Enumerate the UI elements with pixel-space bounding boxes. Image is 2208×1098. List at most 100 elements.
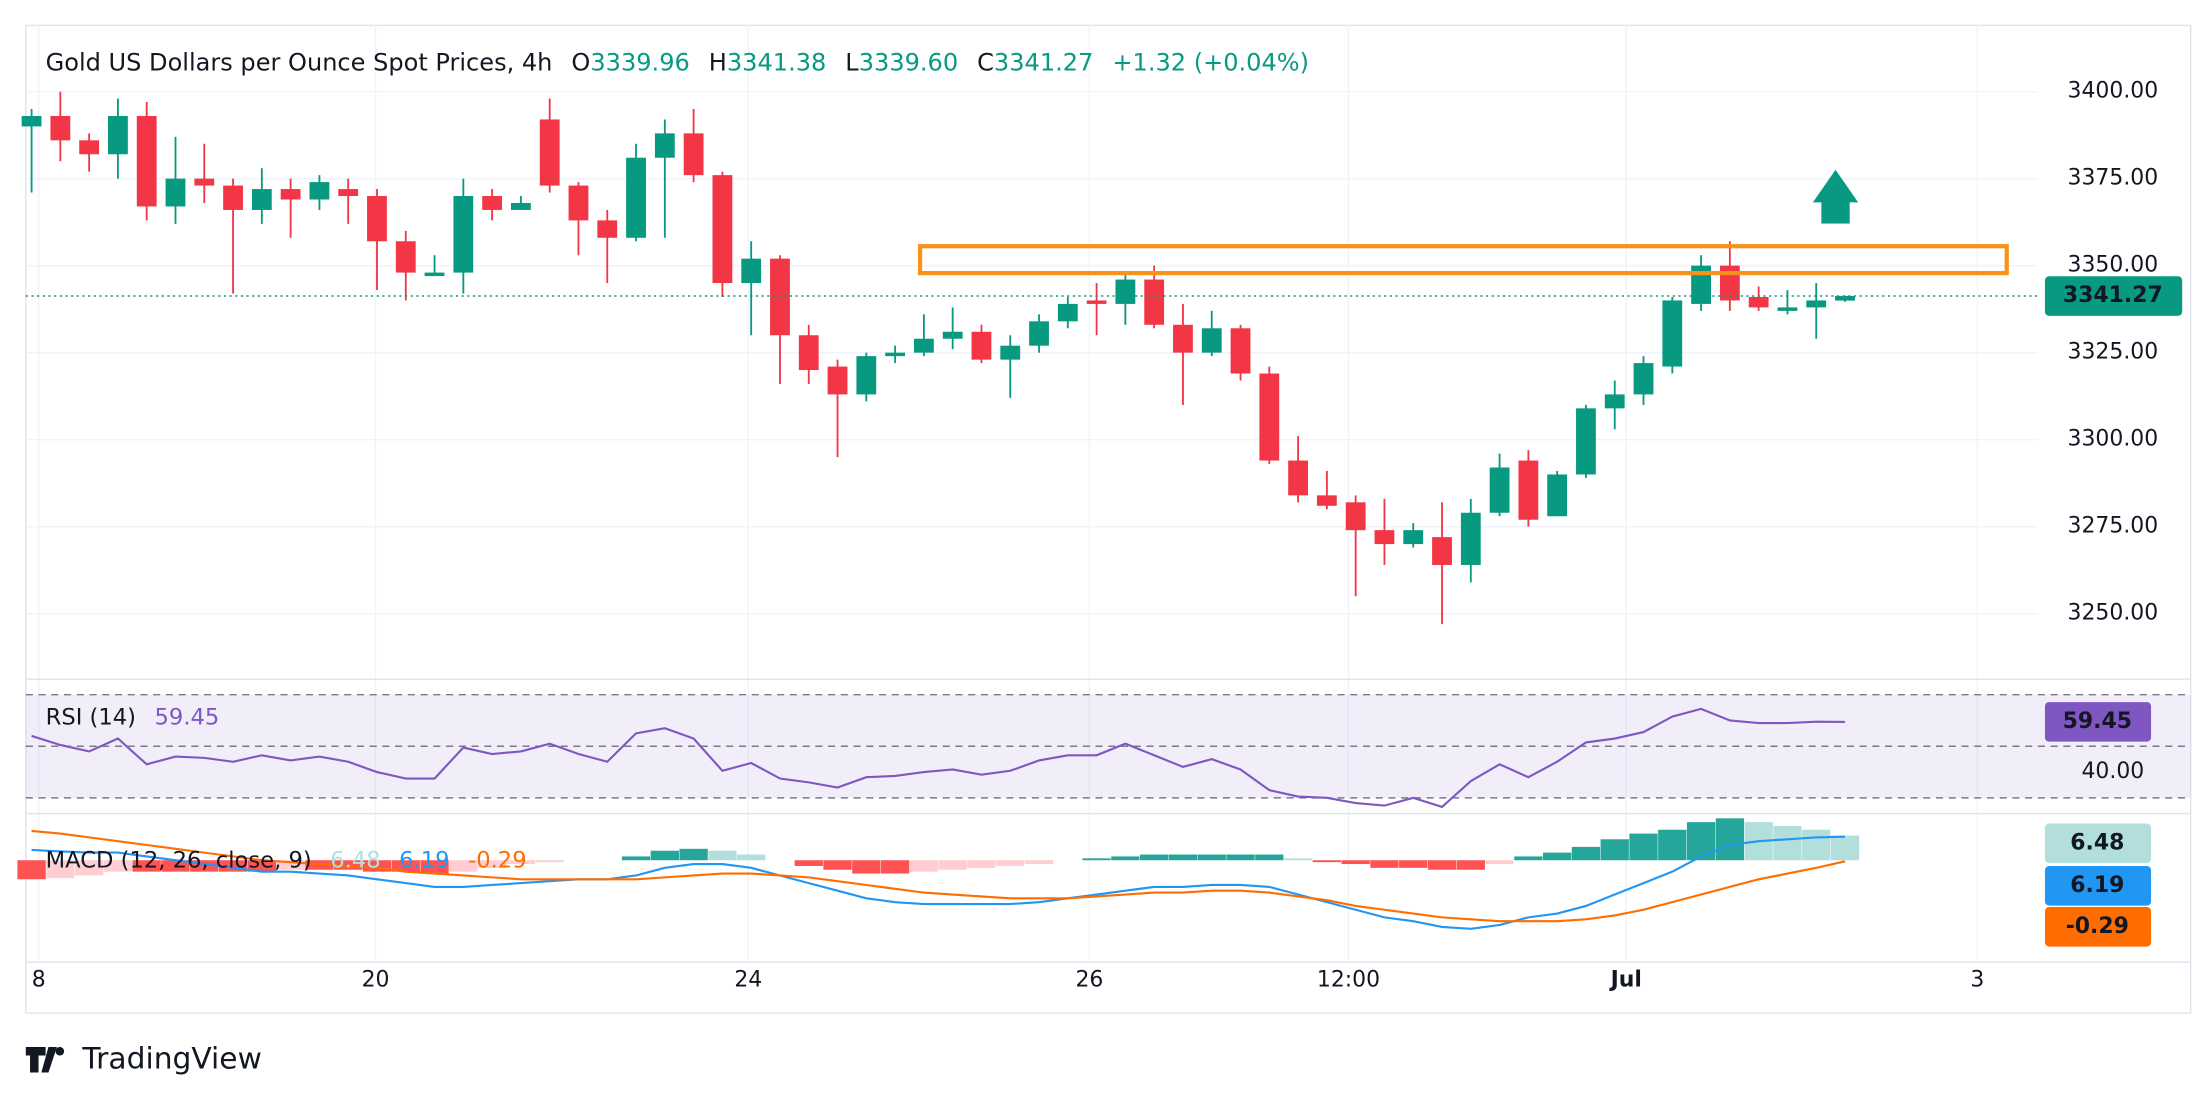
- candle-body: [1604, 394, 1625, 409]
- macd-value: 6.19: [399, 847, 449, 873]
- rsi-title: RSI (14): [46, 704, 136, 730]
- macd-histogram-bar: [1255, 854, 1284, 861]
- signal-value: -0.29: [468, 847, 527, 873]
- candle-body: [424, 272, 445, 277]
- candle-body: [1432, 537, 1452, 565]
- candle-body: [1719, 265, 1740, 301]
- candle-body: [338, 189, 359, 197]
- candle-body: [1662, 300, 1683, 367]
- macd-histogram-bar: [103, 860, 133, 872]
- candle-body: [1230, 328, 1251, 374]
- macd-value-box: [2044, 823, 2152, 864]
- ohlc-label: H: [709, 49, 727, 77]
- resistance-zone: [917, 244, 2009, 276]
- macd-histogram-bar: [1082, 858, 1111, 861]
- y-tick-label: 3300.00: [2068, 427, 2159, 452]
- candle-body: [453, 196, 474, 273]
- y-tick-label: 40.00: [2081, 759, 2144, 784]
- candle-body: [885, 352, 906, 357]
- macd-line: [31, 835, 1846, 930]
- macd-histogram-bar: [420, 860, 449, 874]
- candle-body: [280, 189, 301, 200]
- macd-hist-value: 6.48: [330, 847, 380, 873]
- candle-body: [798, 335, 819, 371]
- candle-body: [654, 133, 675, 158]
- candle-body: [626, 157, 646, 238]
- rsi-value-label: 59.45: [2063, 709, 2132, 734]
- candle-body: [1316, 495, 1337, 506]
- chart-frame: [25, 24, 2192, 1014]
- macd-histogram-bar: [276, 860, 305, 870]
- candle-body: [1835, 296, 1855, 301]
- candle-body: [827, 366, 848, 395]
- candle-body: [511, 202, 531, 210]
- macd-histogram-bar: [1168, 854, 1198, 861]
- ohlc-label: O: [571, 49, 590, 77]
- macd-histogram-bar: [880, 860, 910, 874]
- candle-body: [194, 178, 215, 186]
- macd-histogram-bar: [852, 860, 881, 874]
- macd-histogram-bar: [1543, 852, 1572, 861]
- candle-body: [539, 119, 560, 186]
- candle-body: [856, 356, 877, 395]
- macd-value-label: 6.19: [2070, 873, 2124, 898]
- ohlc-value: 3339.60: [859, 49, 958, 77]
- candle-body: [482, 196, 503, 210]
- candle-body: [1345, 502, 1366, 531]
- marks: [17, 91, 2191, 930]
- ohlc-label: L: [845, 49, 859, 77]
- macd-histogram-bar: [1485, 860, 1514, 865]
- x-tick-label: 26: [1075, 968, 1103, 993]
- macd-histogram-bar: [1140, 854, 1169, 861]
- candle-body: [1576, 408, 1596, 475]
- x-tick-label: 3: [1970, 968, 1984, 993]
- candle-body: [367, 196, 387, 242]
- macd-histogram-bar: [46, 860, 75, 879]
- macd-histogram-bar: [967, 860, 996, 868]
- macd-histogram-bar: [1427, 860, 1457, 870]
- up-arrow-stem: [1821, 200, 1850, 224]
- macd-histogram-bar: [449, 860, 478, 872]
- candle-body: [79, 140, 100, 155]
- macd-value-box: [2044, 865, 2152, 906]
- macd-histogram-bar: [190, 860, 219, 872]
- macd-histogram-bar: [1514, 856, 1543, 861]
- candle-body: [1518, 460, 1539, 520]
- y-tick-label: 3275.00: [2068, 514, 2159, 539]
- macd-histogram-bar: [1715, 818, 1745, 861]
- macd-histogram-bar: [708, 850, 737, 861]
- macd-legend: MACD (12, 26, close, 9) 6.48 6.19 -0.29: [46, 847, 527, 873]
- candle-body: [395, 241, 416, 273]
- macd-histogram-bar: [17, 860, 46, 880]
- candle-body: [1489, 467, 1510, 513]
- grid: [25, 25, 2038, 963]
- chart-title: Gold US Dollars per Ounce Spot Prices, 4…: [46, 49, 553, 77]
- macd-histogram-bar: [938, 860, 967, 870]
- macd-histogram-bar: [1686, 822, 1716, 861]
- last-price-label: 3341.27: [2063, 283, 2163, 308]
- last-price-box: [2044, 276, 2183, 316]
- candle-body: [683, 133, 704, 176]
- macd-histogram-bar: [1629, 833, 1658, 861]
- candle-body: [942, 331, 963, 339]
- candle-body: [971, 331, 992, 360]
- candle-body: [1806, 300, 1827, 308]
- candle-body: [1633, 363, 1654, 395]
- y-tick-label: 3400.00: [2068, 79, 2159, 104]
- candle-body: [1374, 530, 1395, 545]
- candle-body: [50, 115, 71, 141]
- x-tick-label: Jul: [1609, 968, 1642, 993]
- candle-body: [223, 185, 243, 210]
- ohlc-value: 3341.38: [727, 49, 826, 77]
- candle-body: [251, 189, 272, 210]
- axis-labels: 8 20 24 26 12:00 Jul 3 3250.00 3275.00 3300.00 332…: [32, 79, 2183, 993]
- candle-body: [1057, 303, 1078, 322]
- macd-histogram-bar: [1226, 854, 1255, 861]
- candle-body: [1115, 279, 1136, 304]
- brand-name: TradingView: [81, 1041, 261, 1076]
- candle-body: [1029, 321, 1049, 346]
- macd-value-box: [2044, 906, 2152, 947]
- macd-histogram-bar: [996, 860, 1025, 866]
- macd-histogram-bar: [621, 856, 651, 861]
